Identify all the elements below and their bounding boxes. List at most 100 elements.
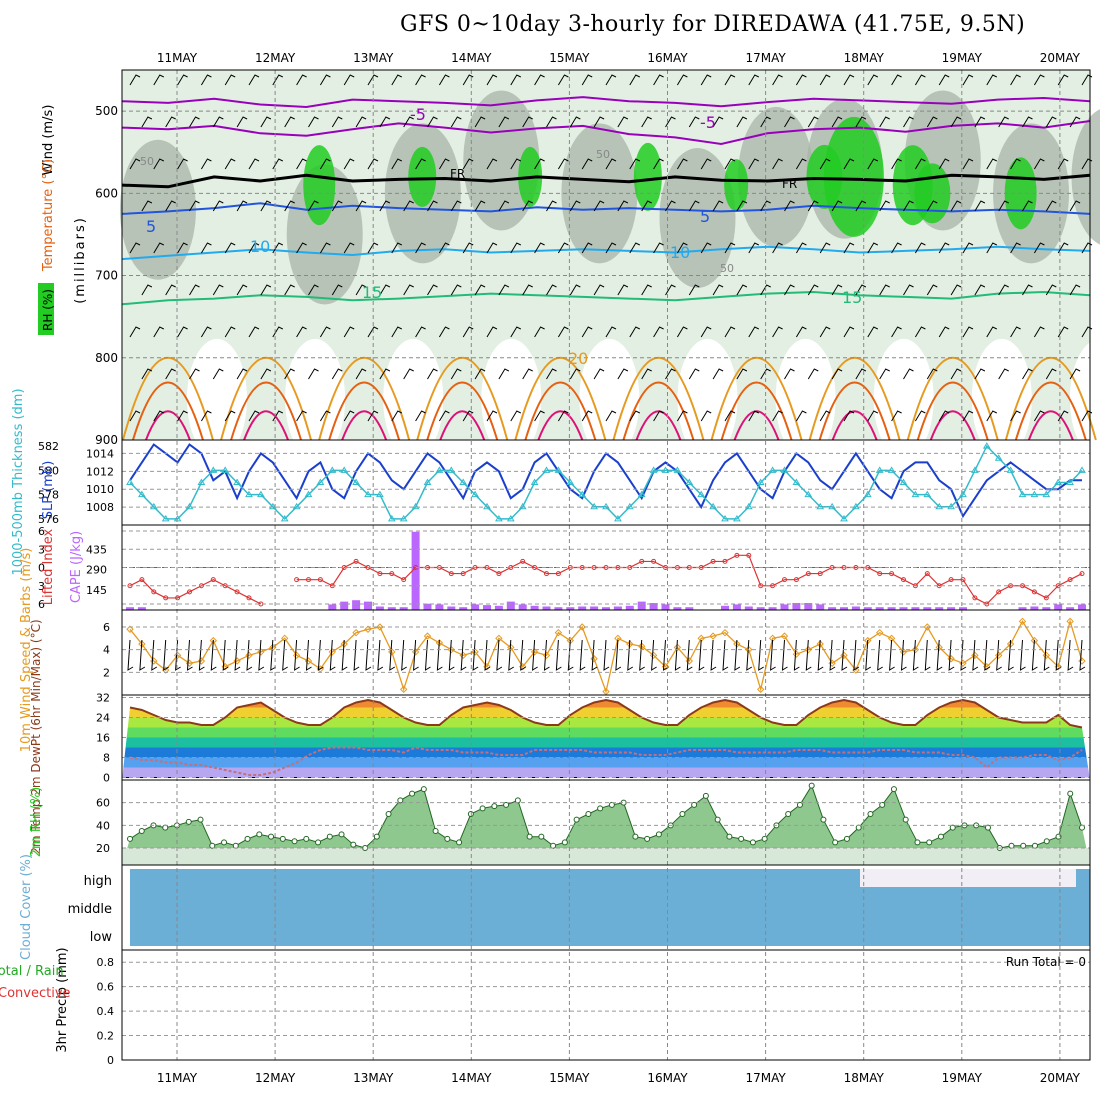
rh-point: [679, 811, 686, 817]
rh-core: [303, 145, 336, 226]
wind-barb-10m: [567, 639, 574, 671]
precip-legend-total: Total / Rain: [0, 964, 64, 979]
thickness-point: [709, 502, 717, 510]
wind-barb: [938, 410, 950, 422]
wind-barb: [641, 200, 652, 212]
temp-band: [122, 700, 1090, 708]
wind-barb: [736, 368, 748, 380]
wind-barb: [724, 326, 736, 338]
thickness-point: [280, 514, 289, 522]
rh-point: [832, 839, 839, 846]
wind-barb: [427, 200, 438, 212]
rh-point: [1079, 824, 1085, 831]
wind-speed-point: [1078, 657, 1086, 665]
wind-barb: [557, 326, 569, 338]
rh-point: [820, 816, 827, 823]
wind-barb: [891, 74, 902, 86]
thickness-point: [245, 490, 253, 498]
wind-barb-10m: [401, 639, 407, 671]
wind-barb: [438, 74, 450, 86]
wind-barb: [867, 158, 879, 170]
li-point: [496, 571, 502, 577]
wind-barb-10m: [555, 639, 562, 671]
li-tick-label: 6: [38, 598, 45, 611]
wind-barb: [343, 158, 355, 170]
wind-barb: [308, 116, 319, 128]
wind-speed-point: [530, 648, 539, 656]
wind-barb: [379, 368, 391, 380]
wind-speed-point: [257, 648, 265, 656]
cape-bar: [804, 603, 813, 610]
wind-barb: [177, 158, 188, 170]
dry-patch: [775, 338, 836, 459]
rh-line: [129, 784, 1083, 849]
chart-title: GFS 0~10day 3-hourly for DIREDAWA (41.75…: [400, 12, 1026, 37]
cape-bar: [947, 607, 956, 610]
thickness-tick-label: 576: [38, 513, 59, 526]
wind-barb: [474, 200, 486, 212]
wind-barb: [855, 284, 867, 296]
li-point: [1031, 589, 1037, 595]
wind-barb: [284, 284, 295, 296]
thickness-point: [1066, 478, 1074, 485]
thickness-point: [1030, 490, 1039, 498]
dry-patch: [873, 338, 934, 459]
wind-barb: [688, 200, 700, 212]
wind-barb: [593, 116, 605, 128]
wind-barb: [569, 368, 581, 380]
cape-bar: [375, 606, 384, 610]
thickness-point: [149, 502, 158, 510]
wind-speed-point: [899, 648, 908, 656]
rh-point: [726, 833, 733, 840]
wind-barb: [1033, 74, 1045, 86]
rh-point: [209, 842, 216, 849]
wind-barb: [177, 242, 188, 254]
wind-barb: [962, 158, 974, 170]
rh-point: [937, 833, 944, 840]
wind-barb: [950, 284, 962, 296]
rh-point: [1067, 790, 1074, 797]
li-point: [139, 577, 145, 583]
wind-barb: [748, 242, 760, 254]
wind-barb-10m: [448, 639, 455, 671]
wind-barb: [498, 368, 510, 380]
wind-speed-point: [875, 628, 884, 637]
wind-barb-10m: [603, 639, 610, 671]
wind-barb: [200, 158, 212, 170]
wind-barb: [367, 410, 379, 422]
wind-barb: [510, 326, 522, 338]
rh-point: [256, 831, 263, 838]
wind-speed-point: [447, 645, 456, 654]
wind-barb: [331, 368, 343, 380]
wind-barb-10m: [210, 639, 217, 671]
wind-barb: [260, 116, 272, 128]
wind-barb: [819, 410, 831, 422]
wind-barb: [641, 284, 652, 296]
wind-barb: [403, 284, 414, 296]
dry-patch: [971, 338, 1032, 459]
isotherm-30: [537, 410, 584, 441]
wind-barb: [379, 200, 391, 212]
cape-bar: [1018, 607, 1027, 610]
temp-band: [122, 737, 1090, 748]
li-point: [187, 589, 192, 595]
wind-barb: [914, 242, 926, 254]
wind-barb: [938, 242, 950, 254]
wind-barb: [212, 116, 224, 128]
wind-barb: [760, 116, 771, 128]
wind-barb: [236, 368, 248, 380]
rh-point: [491, 803, 498, 810]
wind-barb: [760, 368, 771, 380]
wind-barb: [891, 326, 902, 338]
wind-barb: [641, 116, 652, 128]
isotherm-30: [733, 410, 780, 441]
thickness-point: [292, 502, 301, 510]
rh-point: [221, 839, 228, 846]
wind-barb: [296, 242, 307, 254]
cape-bar: [649, 603, 658, 610]
wind-barb: [1010, 74, 1021, 86]
wind-barb: [462, 158, 474, 170]
cape-bar: [625, 605, 634, 610]
wind-barb: [724, 158, 736, 170]
